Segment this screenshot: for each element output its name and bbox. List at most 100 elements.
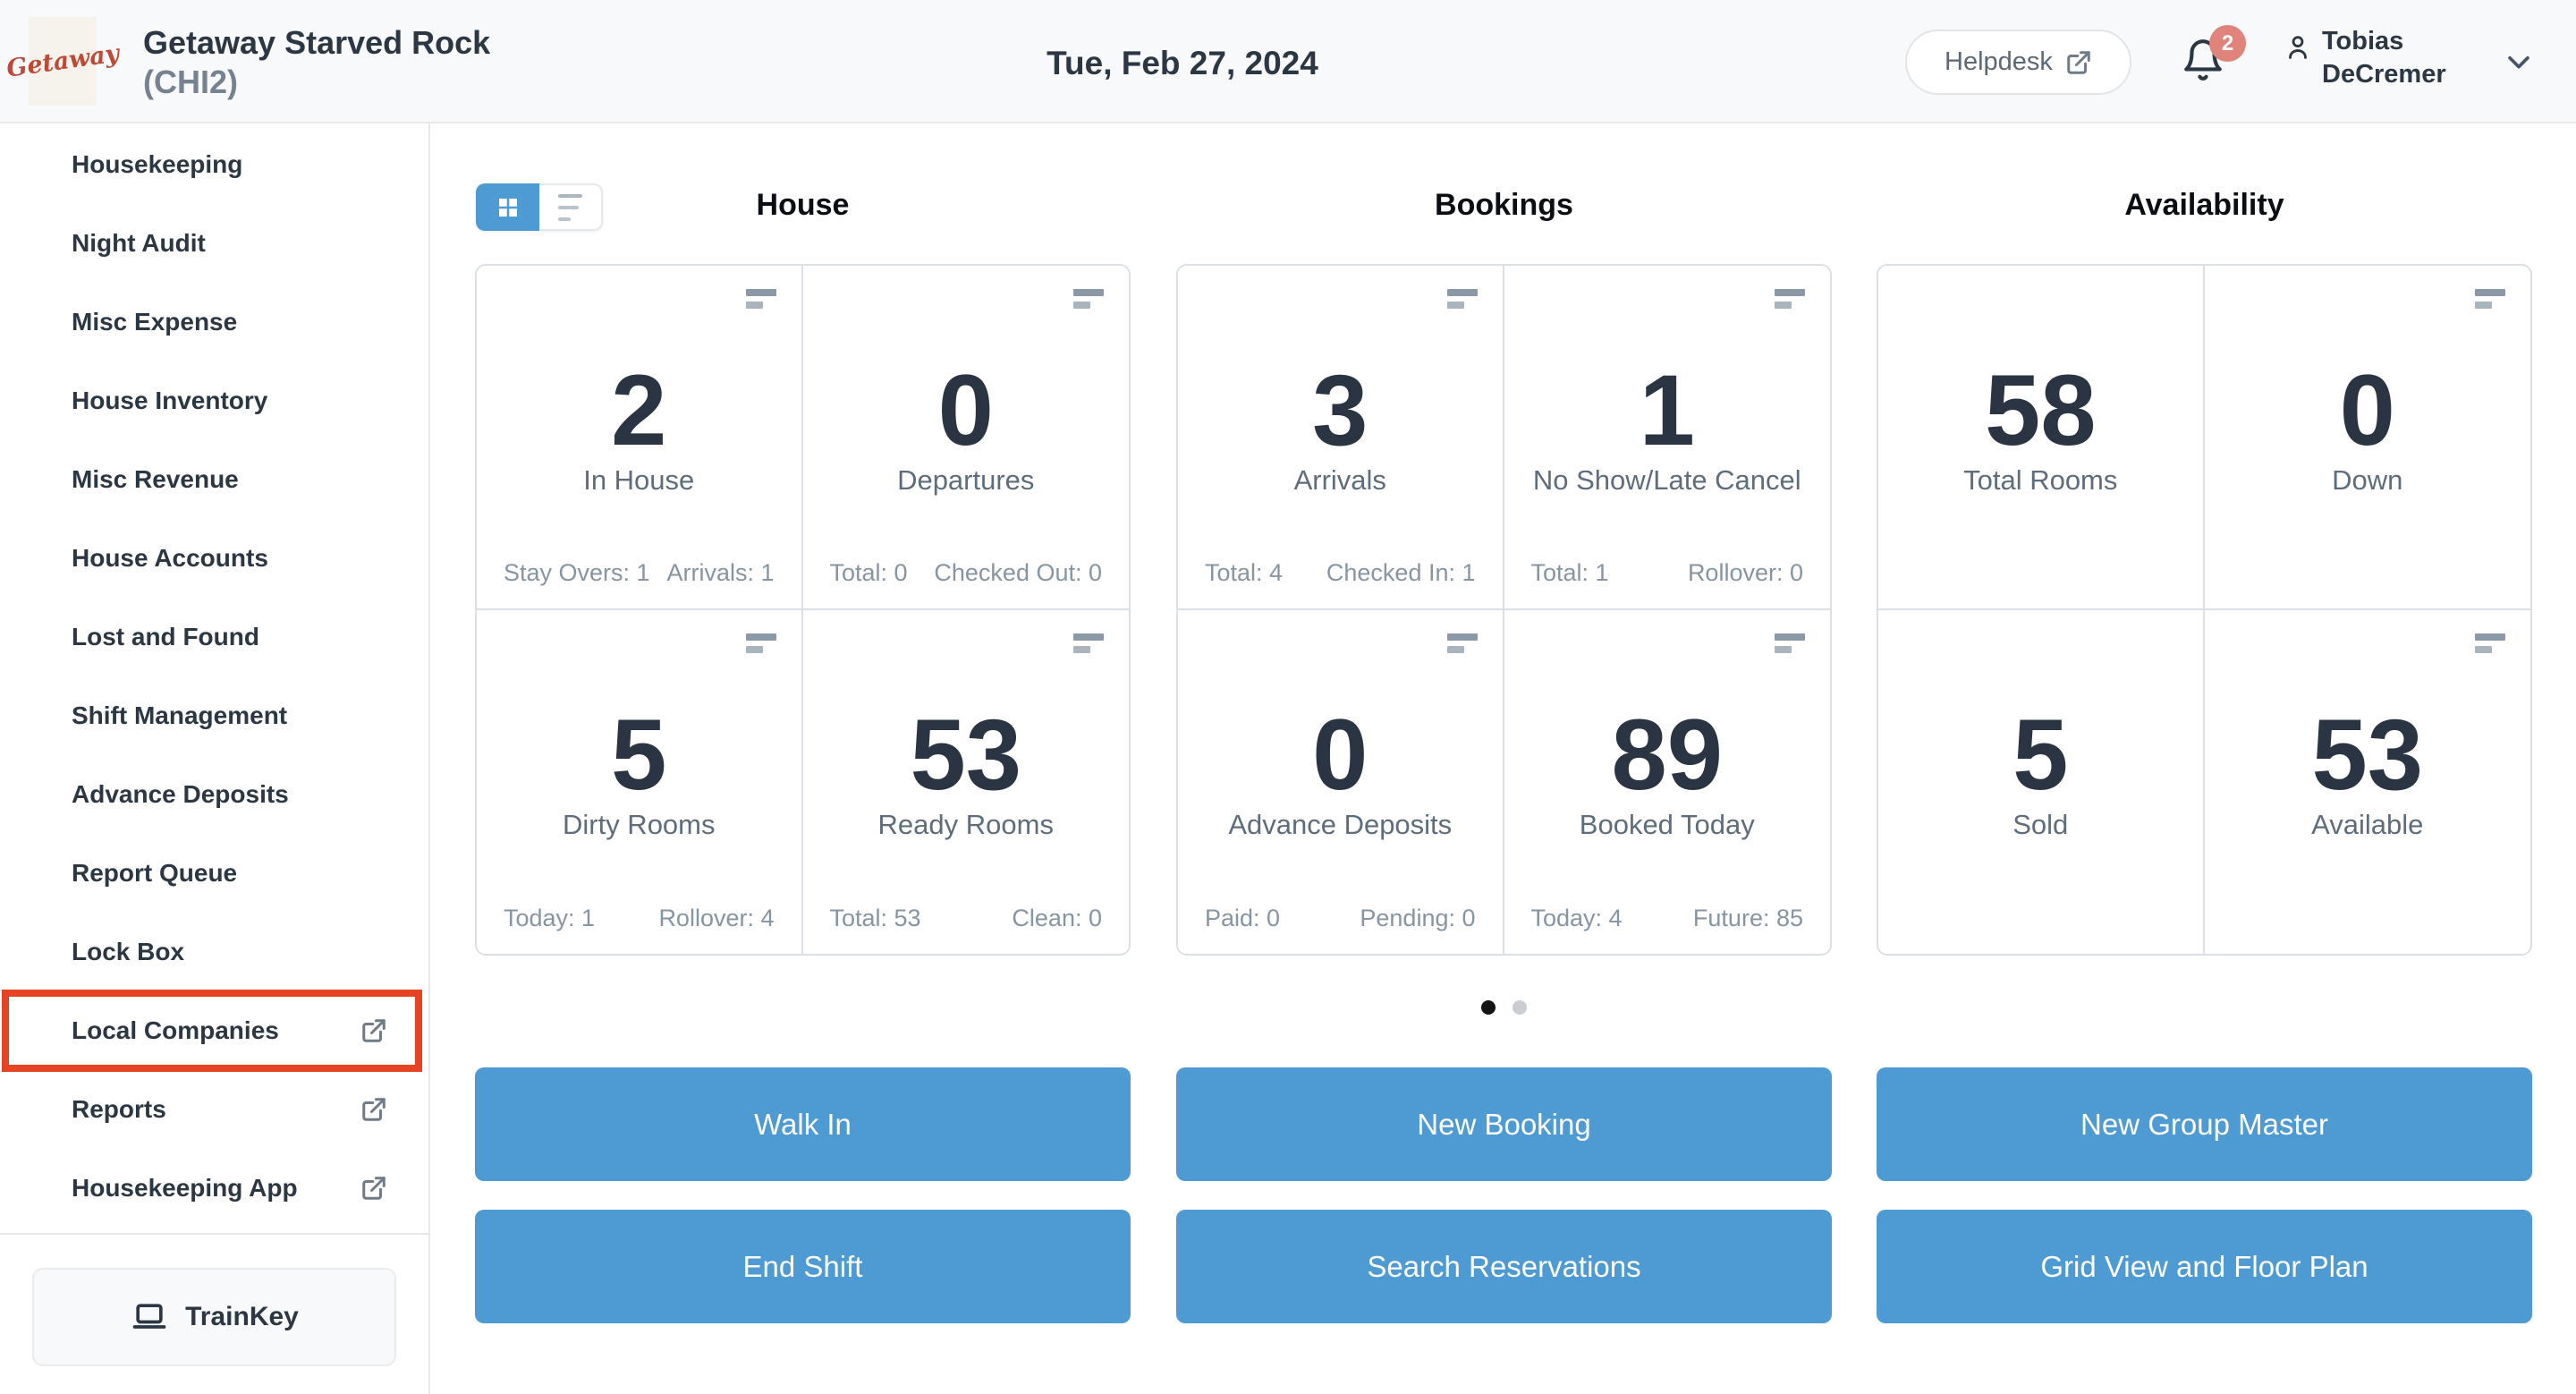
card-filter-icon[interactable] xyxy=(1446,289,1478,309)
stat-label: Sold xyxy=(2012,808,2069,840)
new-booking-button[interactable]: New Booking xyxy=(1176,1067,1832,1181)
sidebar-item-house-accounts[interactable]: House Accounts xyxy=(0,519,427,598)
card-filter-icon[interactable] xyxy=(1775,633,1805,653)
dashboard-main: House Bookings Availability 2 In House S… xyxy=(430,123,2576,1394)
property-code: (CHI2) xyxy=(143,64,238,100)
stat-sub-right: Checked Out: 0 xyxy=(934,558,1102,586)
pagination-dot[interactable] xyxy=(1512,1000,1527,1015)
sidebar-item-label: Report Queue xyxy=(72,859,238,887)
sidebar-item-label: Misc Revenue xyxy=(72,465,239,493)
helpdesk-button[interactable]: Helpdesk xyxy=(1905,30,2131,95)
sidebar-item-label: House Accounts xyxy=(72,544,268,572)
stat-sub-left: Total: 53 xyxy=(829,905,921,931)
card-filter-icon[interactable] xyxy=(1073,633,1104,653)
user-menu[interactable]: Tobias DeCremer xyxy=(2283,25,2446,91)
card-filter-icon[interactable] xyxy=(745,289,776,309)
list-icon xyxy=(558,193,582,221)
list-view-button[interactable] xyxy=(539,183,603,231)
stat-card-sold: 5 Sold xyxy=(1878,609,2205,954)
column-header-house: House xyxy=(756,188,850,222)
stat-label: Departures xyxy=(897,464,1035,496)
stat-label: Booked Today xyxy=(1579,808,1755,840)
column-header-availability: Availability xyxy=(2124,188,2284,222)
stat-card-booked-today: 89 Booked Today Today: 4 Future: 85 xyxy=(1504,609,1830,954)
sidebar-item-label: Shift Management xyxy=(72,701,288,729)
stat-value: 53 xyxy=(2311,698,2424,811)
stat-value: 1 xyxy=(1639,354,1695,466)
trainkey-label: TrainKey xyxy=(185,1302,299,1331)
card-filter-icon[interactable] xyxy=(2475,289,2505,309)
bell-icon xyxy=(2184,39,2222,81)
sidebar-item-reports[interactable]: Reports xyxy=(0,1070,427,1149)
sidebar-item-housekeeping[interactable]: Housekeeping xyxy=(0,125,427,204)
sidebar-item-shift-management[interactable]: Shift Management xyxy=(0,676,427,755)
stat-value: 58 xyxy=(1984,354,2097,466)
sidebar-item-night-audit[interactable]: Night Audit xyxy=(0,204,427,283)
sidebar-item-label: Advance Deposits xyxy=(72,780,289,808)
stat-card-departures: 0 Departures Total: 0 Checked Out: 0 xyxy=(802,266,1129,610)
stat-sub-left: Paid: 0 xyxy=(1205,905,1281,931)
card-filter-icon[interactable] xyxy=(745,633,776,653)
trainkey-button[interactable]: TrainKey xyxy=(32,1268,396,1366)
stat-value: 53 xyxy=(910,698,1022,811)
sidebar-item-label: Local Companies xyxy=(72,1016,279,1044)
column-header-bookings: Bookings xyxy=(1435,188,1573,222)
stat-label: Ready Rooms xyxy=(877,808,1054,840)
stat-value: 0 xyxy=(1312,698,1368,811)
external-link-icon xyxy=(2067,50,2090,74)
sidebar-item-advance-deposits[interactable]: Advance Deposits xyxy=(0,755,427,834)
sidebar-item-misc-revenue[interactable]: Misc Revenue xyxy=(0,440,427,519)
stat-label: Dirty Rooms xyxy=(562,808,716,840)
chevron-down-icon[interactable] xyxy=(2501,47,2537,77)
brand-logo: Getaway xyxy=(4,17,121,106)
stat-label: Down xyxy=(2332,464,2403,496)
sidebar-item-label: Night Audit xyxy=(72,229,206,257)
stat-value: 5 xyxy=(611,698,667,811)
pagination-dot-active[interactable] xyxy=(1481,1000,1496,1015)
new-group-master-button[interactable]: New Group Master xyxy=(1877,1067,2532,1181)
card-filter-icon[interactable] xyxy=(2475,633,2505,653)
stat-label: Total Rooms xyxy=(1963,464,2118,496)
stat-sub-right: Clean: 0 xyxy=(1012,905,1102,931)
stat-card-in-house: 2 In House Stay Overs: 1 Arrivals: 1 xyxy=(477,266,803,610)
stat-sub-right: Rollover: 0 xyxy=(1687,558,1803,586)
notifications-button[interactable]: 2 xyxy=(2181,25,2246,91)
sidebar-item-report-queue[interactable]: Report Queue xyxy=(0,834,427,913)
property-name: Getaway Starved Rock xyxy=(143,24,491,61)
stat-sub-left: Today: 4 xyxy=(1530,905,1623,931)
bookings-card-group: 3 Arrivals Total: 4 Checked In: 1 1 No Sh… xyxy=(1176,264,1832,956)
stat-label: Advance Deposits xyxy=(1228,808,1453,840)
stat-value: 5 xyxy=(2012,698,2069,811)
search-reservations-button[interactable]: Search Reservations xyxy=(1176,1210,1832,1323)
stat-card-arrivals: 3 Arrivals Total: 4 Checked In: 1 xyxy=(1178,266,1504,610)
stat-value: 89 xyxy=(1611,698,1724,811)
end-shift-button[interactable]: End Shift xyxy=(475,1210,1131,1323)
card-filter-icon[interactable] xyxy=(1446,633,1478,653)
user-name: Tobias DeCremer xyxy=(2322,25,2446,91)
sidebar-item-lost-and-found[interactable]: Lost and Found xyxy=(0,598,427,676)
stat-card-advance-deposits: 0 Advance Deposits Paid: 0 Pending: 0 xyxy=(1178,609,1504,954)
card-filter-icon[interactable] xyxy=(1073,289,1104,309)
stat-card-total-rooms: 58 Total Rooms xyxy=(1878,266,2205,610)
card-filter-icon[interactable] xyxy=(1775,289,1805,309)
sidebar-item-housekeeping-app[interactable]: Housekeeping App xyxy=(0,1149,427,1228)
sidebar-item-misc-expense[interactable]: Misc Expense xyxy=(0,283,427,361)
stat-sub-right: Checked In: 1 xyxy=(1326,558,1476,586)
grid-view-button[interactable] xyxy=(476,183,539,231)
laptop-icon xyxy=(132,1304,166,1329)
stat-sub-left: Total: 4 xyxy=(1205,558,1284,586)
stat-label: No Show/Late Cancel xyxy=(1532,464,1801,496)
grid-icon xyxy=(498,198,517,217)
stat-sub-right: Future: 85 xyxy=(1692,905,1803,931)
stat-sub-right: Pending: 0 xyxy=(1360,905,1476,931)
sidebar-item-label: Housekeeping xyxy=(72,150,243,178)
sidebar-item-house-inventory[interactable]: House Inventory xyxy=(0,361,427,440)
sidebar-item-lock-box[interactable]: Lock Box xyxy=(0,913,427,991)
top-header: Getaway Getaway Starved Rock (CHI2) Tue,… xyxy=(0,0,2576,123)
grid-view-floor-plan-button[interactable]: Grid View and Floor Plan xyxy=(1877,1210,2532,1323)
walk-in-button[interactable]: Walk In xyxy=(475,1067,1131,1181)
availability-card-group: 58 Total Rooms 0 Down 5 Sold 53 Availabl… xyxy=(1877,264,2532,956)
external-link-icon xyxy=(362,1019,386,1042)
sidebar-item-local-companies[interactable]: Local Companies xyxy=(0,991,427,1070)
sidebar-item-label: House Inventory xyxy=(72,387,268,414)
